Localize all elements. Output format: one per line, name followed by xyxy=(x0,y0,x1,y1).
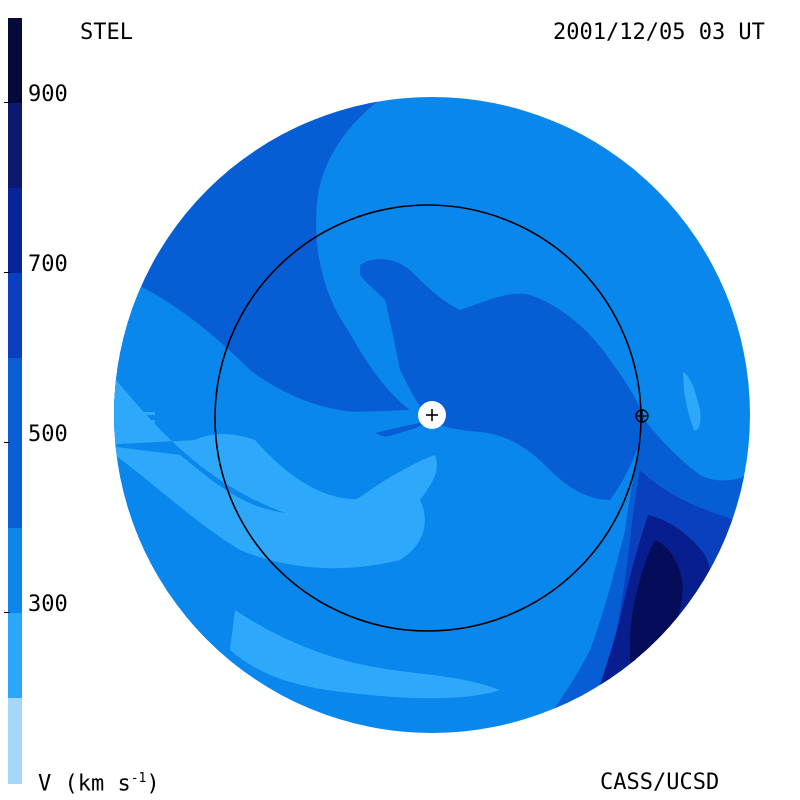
colorbar-segment-250 xyxy=(8,613,22,698)
colorbar-segment-650 xyxy=(8,188,22,273)
colorbar-segment-750 xyxy=(8,103,22,188)
region-v450-central xyxy=(360,258,645,500)
colorbar-segment-150 xyxy=(8,698,22,784)
timestamp-label: 2001/12/05 03 UT xyxy=(553,20,765,45)
colorbar-unit-label: V (km s-1) xyxy=(38,772,160,795)
earth-orbit xyxy=(214,204,642,632)
region-v250-right-streak xyxy=(683,372,701,431)
credit-label: CASS/UCSD xyxy=(600,770,720,795)
colorbar-tick-label-700: 700 xyxy=(28,252,68,277)
region-v350-left-wedge xyxy=(114,270,370,440)
region-v250-lower-left xyxy=(114,360,432,530)
colorbar-tick-300 xyxy=(4,612,10,613)
colorbar-tick-500 xyxy=(4,442,10,443)
colorbar-segment-850 xyxy=(8,18,22,103)
unit-label-text: V (km s xyxy=(38,771,131,797)
unit-label-end: ) xyxy=(146,771,160,797)
colorbar-segment-550 xyxy=(8,273,22,358)
colorbar-tick-700 xyxy=(4,272,10,273)
observatory-label: STEL xyxy=(80,20,133,45)
colorbar-tick-label-300: 300 xyxy=(28,592,68,617)
region-v250-lower-band xyxy=(114,445,437,569)
earth-icon xyxy=(635,409,649,423)
region-v250-bottom-streak xyxy=(230,610,500,699)
region-v450-sun-tongue xyxy=(375,420,432,437)
left-streak-upper xyxy=(125,412,155,415)
region-v750-core xyxy=(629,540,683,675)
colorbar-tick-label-500: 500 xyxy=(28,422,68,447)
colorbar-tick-900 xyxy=(4,102,10,103)
colorbar-tick-label-900: 900 xyxy=(28,82,68,107)
colorbar-segment-450 xyxy=(8,358,22,528)
sun-marker xyxy=(418,401,446,429)
left-streak-lower xyxy=(125,420,155,423)
velocity-colorbar xyxy=(8,18,22,784)
unit-label-sup: -1 xyxy=(130,771,147,786)
colorbar-segment-350 xyxy=(8,528,22,613)
